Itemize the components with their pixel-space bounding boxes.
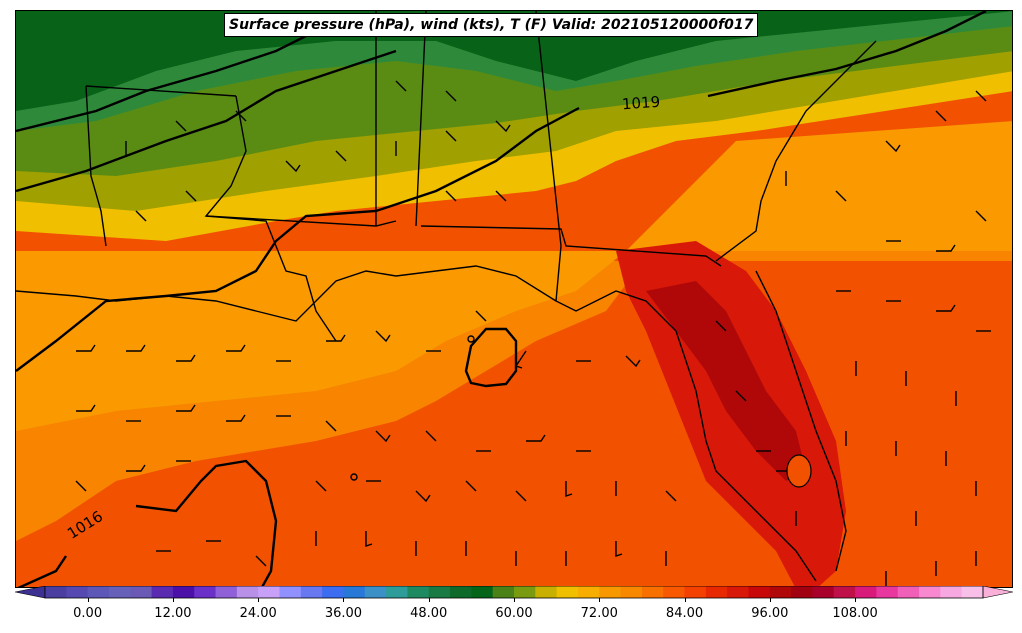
colorbar-segment bbox=[450, 586, 472, 598]
colorbar-segment bbox=[812, 586, 835, 598]
colorbar-segment bbox=[961, 586, 984, 598]
colorbar-tick-mark bbox=[684, 598, 686, 602]
colorbar-segment bbox=[577, 586, 600, 598]
colorbar-segment bbox=[855, 586, 877, 598]
colorbar-segment bbox=[748, 586, 771, 598]
small-isobar-marker bbox=[467, 335, 475, 343]
small-isobar-marker bbox=[350, 473, 358, 481]
colorbar-tick-mark bbox=[87, 598, 89, 602]
colorbar-tick-mark bbox=[855, 598, 857, 602]
isobar-label-1019: 1019 bbox=[621, 92, 661, 114]
colorbar-tick-mark bbox=[258, 598, 260, 602]
colorbar-segment bbox=[514, 586, 536, 598]
colorbar-segment bbox=[727, 586, 749, 598]
colorbar-segment bbox=[236, 586, 259, 598]
colorbar-segment bbox=[556, 586, 579, 598]
colorbar-segment bbox=[663, 586, 686, 598]
colorbar-tick-label: 60.00 bbox=[495, 606, 533, 621]
colorbar-segment bbox=[258, 586, 280, 598]
colorbar-tick-label: 12.00 bbox=[154, 606, 192, 621]
colorbar-segment bbox=[130, 586, 153, 598]
colorbar-tick-label: 72.00 bbox=[580, 606, 618, 621]
colorbar-segment bbox=[535, 586, 558, 598]
colorbar-segment bbox=[919, 586, 941, 598]
colorbar-segment bbox=[343, 586, 366, 598]
colorbar-segment bbox=[322, 586, 344, 598]
region-dark-red bbox=[646, 281, 806, 481]
colorbar-tick-mark bbox=[343, 598, 345, 602]
colorbar-tick-label: 84.00 bbox=[665, 606, 704, 621]
colorbar-segment bbox=[172, 586, 195, 598]
map-panel: 1019 1016 bbox=[15, 10, 1013, 588]
colorbar-segment bbox=[66, 586, 89, 598]
colorbar-segment bbox=[428, 586, 451, 598]
colorbar-tick-mark bbox=[514, 598, 515, 602]
temperature-colorbar bbox=[15, 586, 1013, 599]
colorbar-segment bbox=[791, 586, 813, 598]
temperature-map bbox=[16, 11, 1012, 587]
lake-okeechobee bbox=[786, 454, 812, 488]
colorbar-tick-label: 48.00 bbox=[410, 606, 448, 621]
colorbar-under-triangle bbox=[15, 586, 46, 599]
colorbar-segment bbox=[769, 586, 792, 598]
colorbar-segment bbox=[386, 586, 408, 598]
colorbar-tick-label: 108.00 bbox=[832, 606, 878, 621]
colorbar-segment bbox=[684, 586, 707, 598]
colorbar-segment bbox=[897, 586, 920, 598]
map-title: Surface pressure (hPa), wind (kts), T (F… bbox=[224, 13, 759, 37]
colorbar-segment bbox=[620, 586, 643, 598]
colorbar-segment bbox=[940, 586, 963, 598]
wind-barbs bbox=[75, 80, 991, 586]
colorbar-tick-label: 0.00 bbox=[73, 606, 103, 621]
colorbar-segment bbox=[45, 586, 67, 598]
colorbar-segment bbox=[194, 586, 217, 598]
colorbar-segment bbox=[705, 586, 728, 598]
colorbar-segment bbox=[492, 586, 515, 598]
colorbar-tick-label: 24.00 bbox=[239, 606, 277, 621]
colorbar-segment bbox=[108, 586, 131, 598]
colorbar-segment bbox=[407, 586, 430, 598]
colorbar-tick-mark bbox=[599, 598, 601, 602]
colorbar-segment bbox=[300, 586, 323, 598]
colorbar-segment bbox=[364, 586, 387, 598]
colorbar-segment bbox=[215, 586, 238, 598]
colorbar-segment bbox=[833, 586, 856, 598]
colorbar-segment bbox=[279, 586, 302, 598]
isobars bbox=[16, 11, 987, 587]
colorbar-tick-label: 96.00 bbox=[751, 606, 789, 621]
colorbar-segment bbox=[641, 586, 664, 598]
colorbar-segment bbox=[876, 586, 899, 598]
colorbar-tick-label: 36.00 bbox=[324, 606, 363, 621]
colorbar-tick-mark bbox=[769, 598, 771, 602]
colorbar-segment bbox=[87, 586, 110, 598]
colorbar-segment bbox=[151, 586, 174, 598]
colorbar-tick-mark bbox=[172, 598, 174, 602]
colorbar-segment bbox=[471, 586, 494, 598]
colorbar-tick-mark bbox=[428, 598, 430, 602]
colorbar-segment bbox=[599, 586, 622, 598]
colorbar-over-triangle bbox=[982, 586, 1013, 599]
